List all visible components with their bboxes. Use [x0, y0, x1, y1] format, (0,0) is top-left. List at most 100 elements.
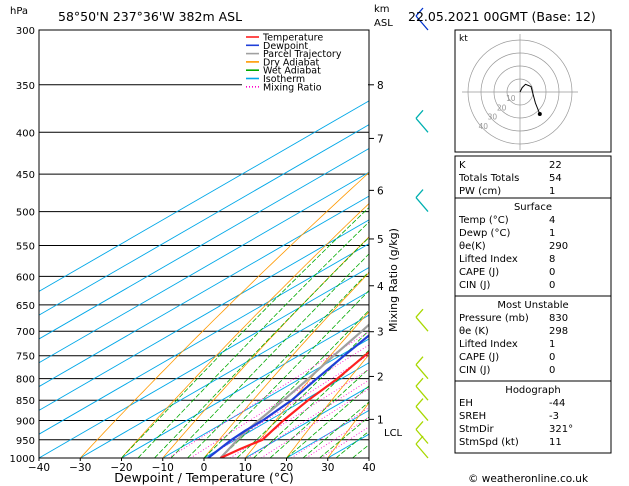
- isotherm-line: [368, 457, 369, 458]
- pressure-tick-label: 900: [16, 417, 35, 428]
- dry-adiabat-line: [286, 354, 369, 458]
- mixing-ratio-line: [206, 354, 369, 458]
- legend-label: Temperature: [262, 33, 323, 44]
- wind-barb: [415, 316, 429, 332]
- wind-barb: [415, 443, 429, 459]
- dry-adiabat-line: [493, 30, 629, 458]
- pressure-tick-label: 950: [16, 436, 35, 447]
- dry-adiabat-line: [79, 171, 369, 458]
- wet-adiabat-line: [137, 221, 369, 458]
- legend-label: Isotherm: [263, 74, 305, 85]
- temperature-line: [220, 350, 369, 458]
- mixing-ratio-line: [168, 331, 369, 458]
- isotherm-line: [410, 30, 629, 458]
- dry-adiabat-line: [617, 30, 629, 458]
- wind-barb-flag: [415, 189, 424, 199]
- mixing-ratio-line: [305, 416, 369, 458]
- dry-adiabat-line: [203, 272, 369, 458]
- lcl-label: LCL: [384, 428, 403, 439]
- wind-barb: [415, 429, 429, 444]
- isotherm-line: [39, 100, 369, 292]
- wind-barb: [415, 117, 429, 133]
- mixing-ratio-label: 25: [596, 265, 606, 274]
- isotherm-line: [327, 433, 369, 458]
- mixing-ratio-label: 8: [529, 265, 534, 274]
- temperature-tick-label: −10: [152, 462, 174, 474]
- km-label: km: [374, 4, 390, 15]
- isotherm-line: [39, 124, 369, 316]
- wind-barb: [415, 15, 429, 31]
- height-tick-label: 6: [377, 185, 384, 197]
- wet-adiabat-line: [236, 329, 369, 458]
- location-title: 58°50'N 237°36'W 382m ASL: [58, 9, 242, 24]
- dry-adiabat-line: [244, 311, 369, 458]
- mixing-ratio-line: [247, 379, 369, 458]
- footer-credit: © weatheronline.co.uk: [468, 473, 589, 485]
- pressure-tick-label: 600: [16, 272, 35, 283]
- wind-barb-flag: [415, 109, 424, 119]
- x-axis-label: Dewpoint / Temperature (°C): [114, 470, 293, 485]
- pressure-tick-label: 500: [16, 208, 35, 219]
- asl-label: ASL: [374, 18, 393, 29]
- temperature-tick-label: 30: [321, 462, 334, 474]
- pressure-tick-label: 400: [16, 128, 35, 139]
- wind-barb-flag: [415, 356, 424, 366]
- legend-box: [242, 31, 368, 93]
- temperature-tick-label: 40: [362, 462, 375, 474]
- wind-barb-flag: [415, 7, 424, 17]
- height-tick-label: 5: [377, 234, 384, 246]
- mixing-ratio-label: 3: [475, 265, 480, 274]
- height-tick-label: 4: [377, 281, 384, 293]
- wet-adiabat-line: [286, 385, 369, 458]
- pressure-tick-label: 1000: [10, 454, 35, 465]
- wind-barb: [415, 385, 429, 401]
- parcel-trajectory-line: [219, 323, 369, 458]
- dry-adiabat-line: [327, 402, 369, 458]
- isotherm-line: [39, 267, 369, 458]
- mixing-ratio-label: 4: [490, 265, 495, 274]
- pressure-tick-label: 450: [16, 170, 35, 181]
- temperature-tick-label: −30: [69, 462, 91, 474]
- mixing-ratio-line: [190, 344, 369, 458]
- pressure-tick-label: 350: [16, 81, 35, 92]
- wind-barb-flag: [415, 421, 424, 430]
- dry-adiabat-line: [452, 30, 629, 458]
- temperature-tick-label: 0: [201, 462, 208, 474]
- mixing-ratio-label: 20: [582, 265, 592, 274]
- wet-adiabat-line: [154, 236, 369, 458]
- pressure-tick-label: 550: [16, 241, 35, 252]
- temperature-tick-label: −40: [28, 462, 50, 474]
- wet-adiabat-line: [121, 206, 369, 458]
- pressure-tick-label: 850: [16, 396, 35, 407]
- temperature-tick-label: −20: [110, 462, 132, 474]
- wet-adiabat-line: [187, 271, 369, 458]
- wet-adiabat-line: [170, 253, 369, 458]
- dry-adiabat-line: [368, 457, 369, 458]
- isotherm-line: [39, 171, 369, 364]
- isotherm-line: [162, 338, 369, 458]
- legend-label: Wet Adiabat: [263, 66, 321, 77]
- wind-barb-flag: [415, 435, 424, 445]
- dry-adiabat-line: [121, 202, 369, 458]
- y-axis-label-mixing: Mixing Ratio (g/kg): [387, 228, 400, 332]
- wind-barb: [415, 197, 429, 213]
- mixing-ratio-line: [260, 388, 369, 458]
- dry-adiabat-line: [410, 30, 629, 458]
- hpa-label: hPa: [10, 6, 28, 17]
- height-tick-label: 1: [377, 414, 384, 426]
- dry-adiabat-line: [534, 30, 629, 458]
- height-tick-label: 8: [377, 80, 384, 92]
- mixing-ratio-label: 16: [568, 265, 578, 274]
- pressure-tick-label: 650: [16, 301, 35, 312]
- mixing-ratio-label: 10: [540, 265, 550, 274]
- temperature-tick-label: 20: [280, 462, 293, 474]
- wind-barb-flag: [415, 377, 424, 387]
- temperature-tick-label: 10: [239, 462, 252, 474]
- wind-barb-flag: [415, 308, 424, 318]
- isotherm-line: [80, 290, 369, 458]
- mixing-ratio-label: 2: [455, 265, 460, 274]
- legend-label: Dry Adiabat: [263, 57, 320, 68]
- height-tick-label: 3: [377, 327, 384, 339]
